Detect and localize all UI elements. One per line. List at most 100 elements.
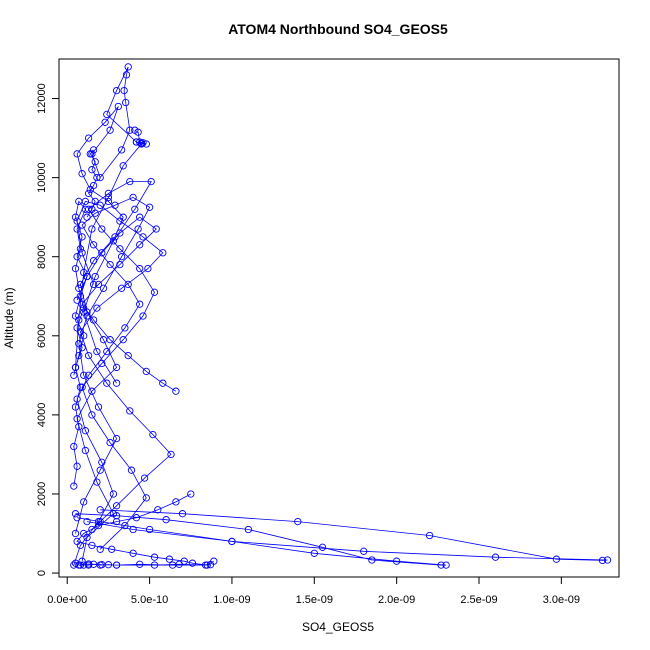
data-point (131, 205, 139, 213)
series-line (73, 200, 88, 487)
data-point (150, 561, 159, 569)
data-point (91, 272, 99, 281)
x-tick-label: 0.0e+00 (47, 594, 87, 606)
data-point (78, 170, 86, 178)
y-tick-label: 4000 (36, 403, 48, 427)
data-point (168, 561, 177, 569)
data-point (112, 561, 121, 569)
data-point (120, 86, 128, 95)
series-layer (70, 63, 612, 569)
data-point (80, 332, 88, 340)
data-point (147, 177, 155, 186)
data-point (116, 229, 124, 237)
y-tick-label: 0 (36, 570, 48, 576)
y-tick-label: 8000 (36, 244, 48, 268)
x-tick-label: 1.0e-09 (213, 594, 250, 606)
data-point (119, 336, 127, 344)
data-point (129, 525, 137, 534)
series-line (76, 216, 177, 392)
data-point (89, 241, 98, 249)
data-point (188, 559, 197, 567)
data-point (83, 272, 91, 281)
data-point (206, 561, 215, 569)
data-point (108, 545, 116, 553)
data-point (75, 197, 83, 206)
data-point (144, 264, 152, 273)
data-point (117, 146, 126, 154)
data-point (71, 510, 80, 518)
data-point (93, 304, 101, 312)
data-point (89, 181, 98, 190)
data-point (93, 347, 101, 356)
data-point (71, 264, 80, 273)
data-point (132, 138, 141, 146)
data-point (78, 344, 86, 352)
data-point (88, 541, 96, 550)
data-point (360, 547, 368, 555)
data-point (98, 561, 106, 569)
data-point (139, 233, 147, 241)
series-line (86, 149, 98, 218)
data-point (162, 516, 170, 524)
data-point (145, 525, 154, 534)
data-point (112, 502, 121, 510)
series-line (73, 196, 151, 566)
data-point (80, 561, 88, 569)
data-point (98, 225, 106, 233)
data-point (84, 189, 93, 198)
data-point (75, 423, 83, 431)
data-point (124, 351, 132, 360)
data-point (103, 379, 111, 387)
data-point (437, 561, 445, 569)
y-tick-label: 6000 (36, 324, 48, 348)
data-point (71, 213, 80, 221)
data-point (109, 490, 118, 498)
data-point (84, 351, 93, 360)
data-point (122, 71, 131, 79)
data-point (165, 555, 174, 563)
data-point (149, 430, 157, 439)
data-point (106, 260, 114, 269)
data-point (94, 521, 103, 530)
data-point (136, 264, 144, 273)
data-point (106, 126, 114, 134)
data-point (136, 241, 144, 249)
data-point (116, 260, 124, 269)
data-point (96, 545, 104, 553)
data-point (76, 292, 85, 300)
data-point (442, 561, 450, 569)
data-point (80, 371, 88, 379)
data-point (142, 140, 150, 148)
data-point (70, 482, 78, 490)
data-point (111, 201, 119, 209)
chart-title: ATOM4 Northbound SO4_GEOS5 (228, 21, 448, 37)
data-point (73, 253, 81, 261)
y-axis: 0 2000 4000 6000 8000 10000 12000 (36, 83, 60, 576)
data-point (425, 531, 434, 540)
data-point (112, 517, 121, 526)
data-point (88, 225, 96, 233)
data-point (71, 529, 80, 538)
data-point (136, 138, 144, 146)
series-line (76, 493, 215, 566)
data-point (86, 150, 94, 158)
data-point (103, 347, 111, 356)
data-point (142, 494, 150, 502)
data-point (70, 442, 78, 451)
data-point (187, 490, 195, 498)
data-point (96, 506, 104, 514)
data-point (122, 98, 130, 107)
data-point (117, 253, 126, 261)
data-point (178, 510, 187, 518)
data-point (129, 549, 137, 557)
data-point (91, 158, 99, 166)
data-point (75, 284, 83, 292)
data-point (71, 403, 80, 411)
y-tick-label: 12000 (36, 83, 48, 114)
data-point (140, 474, 149, 482)
y-tick-label: 10000 (36, 162, 48, 193)
data-point (73, 537, 81, 546)
data-point (70, 371, 78, 379)
data-point (88, 411, 96, 419)
data-point (71, 363, 80, 372)
